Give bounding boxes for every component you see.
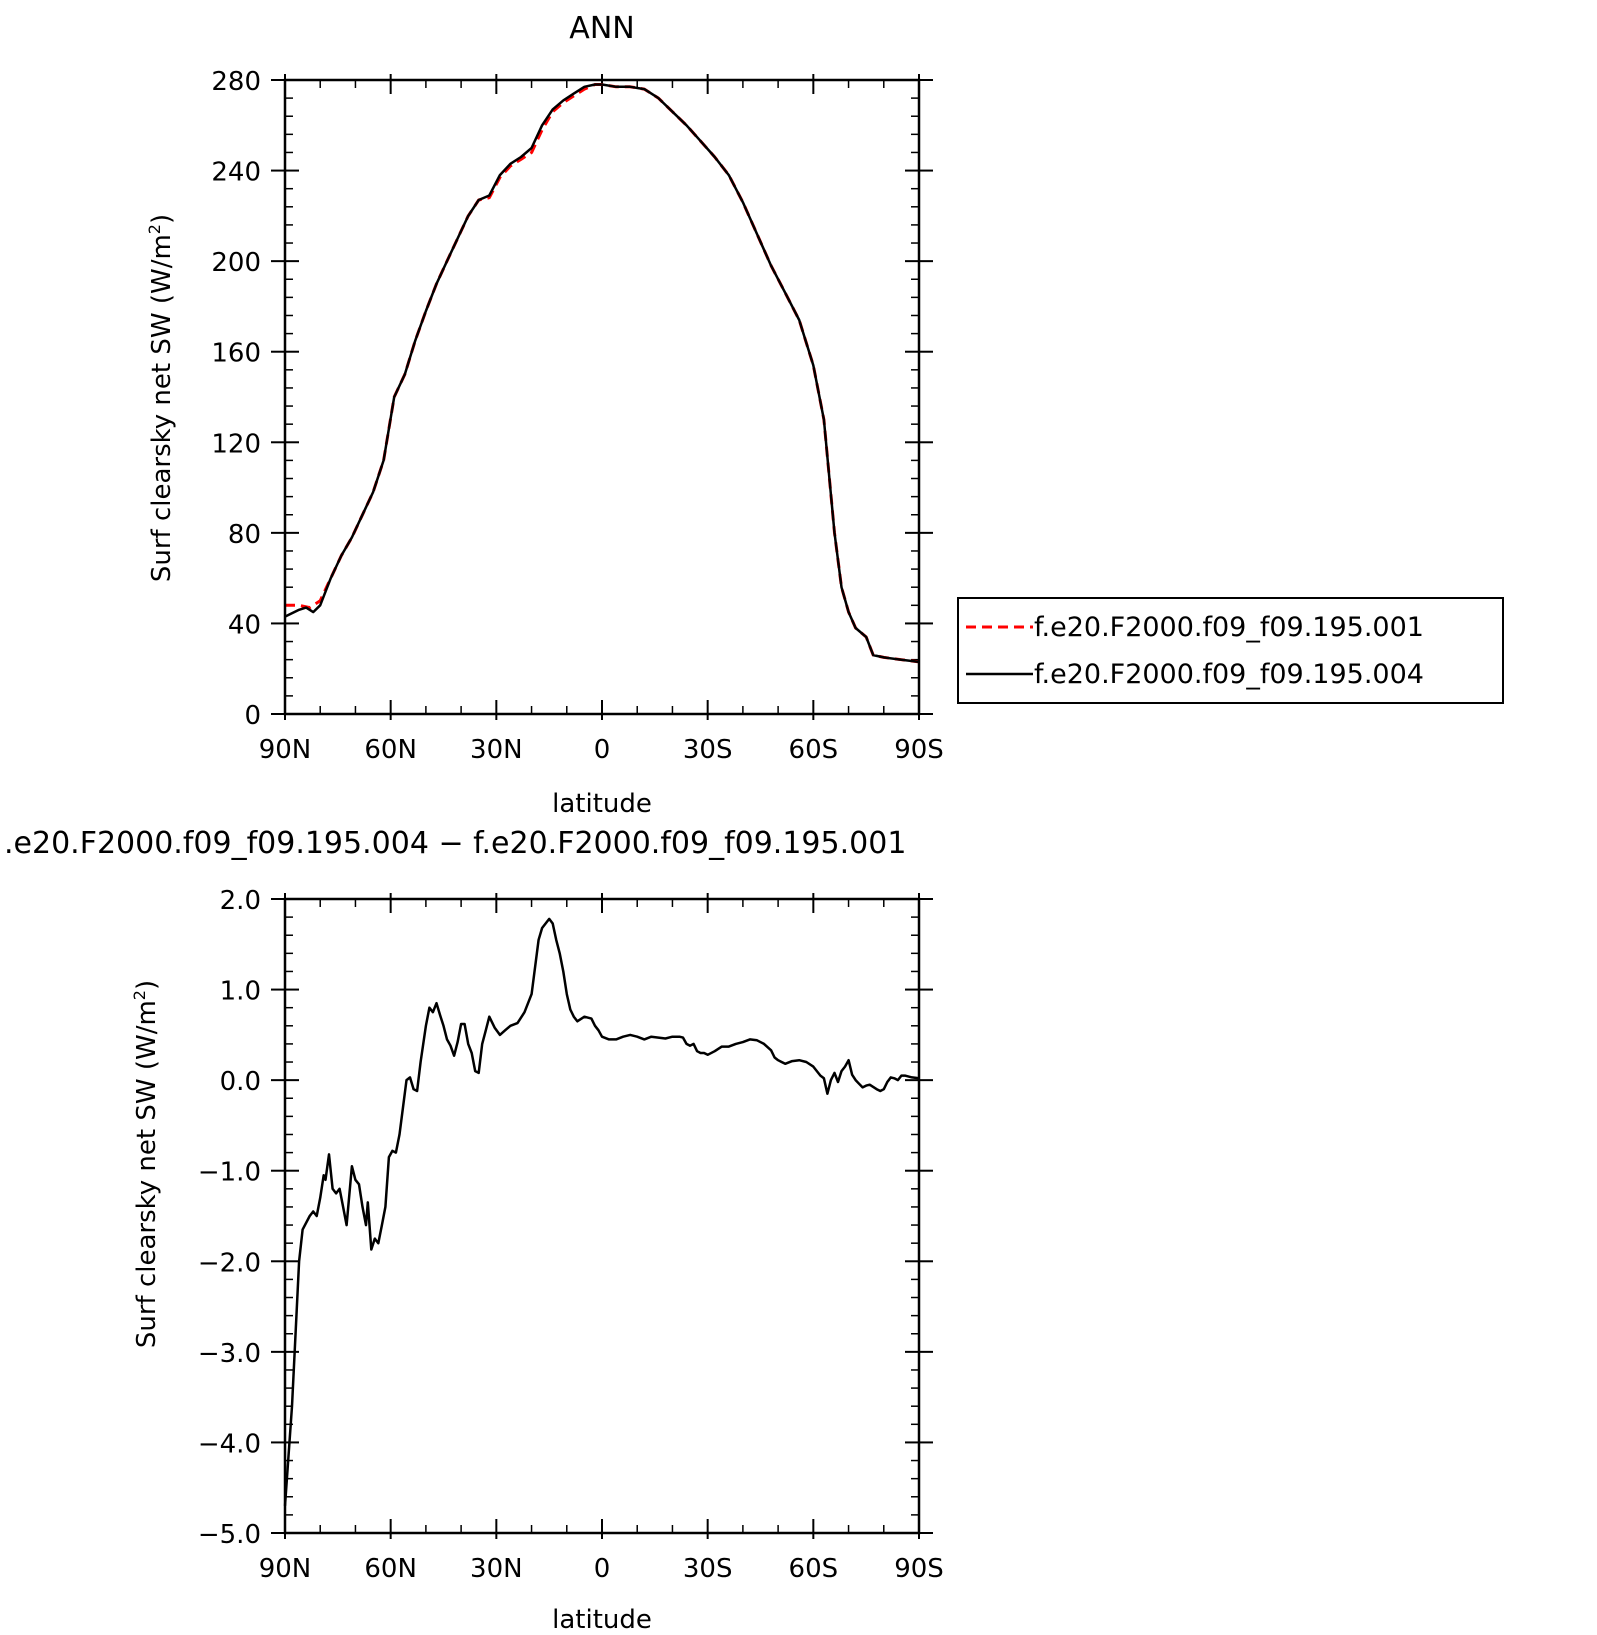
top-xtick-label: 90S <box>894 735 944 765</box>
top-ytick-label: 40 <box>228 610 261 640</box>
bottom-ytick-label: −2.0 <box>198 1248 261 1278</box>
top-xtick-label: 90N <box>259 735 312 765</box>
top-xtick-label: 60S <box>789 735 839 765</box>
top-xtick-label: 30N <box>470 735 523 765</box>
top-chart-xlabel: latitude <box>552 789 652 819</box>
bottom-xtick-label: 30S <box>683 1554 733 1584</box>
bottom-chart-ylabel: Surf clearsky net SW (W/m2) <box>130 980 162 1348</box>
bottom-series-line-0 <box>283 917 920 1506</box>
legend: f.e20.F2000.f09_f09.195.001 f.e20.F2000.… <box>957 597 1504 704</box>
legend-label-004: f.e20.F2000.f09_f09.195.004 <box>1034 659 1424 690</box>
top-ytick-label: 200 <box>211 248 261 278</box>
top-chart-title: ANN <box>569 11 634 46</box>
bottom-chart-title: .e20.F2000.f09_f09.195.004 − f.e20.F2000… <box>4 826 906 861</box>
bottom-xtick-label: 90S <box>894 1554 944 1584</box>
top-xtick-label: 30S <box>683 735 733 765</box>
bottom-ytick-label: −1.0 <box>198 1158 261 1188</box>
top-chart-series <box>284 83 920 664</box>
top-ytick-label: 280 <box>211 67 261 97</box>
bottom-xtick-label: 30N <box>470 1554 523 1584</box>
bottom-chart-xlabel: latitude <box>552 1605 652 1635</box>
top-chart-ylabel: Surf clearsky net SW (W/m2) <box>145 214 177 582</box>
bottom-ytick-label: 0.0 <box>220 1067 261 1097</box>
bottom-chart: .e20.F2000.f09_f09.195.004 − f.e20.F2000… <box>4 826 944 1635</box>
top-chart-frame <box>283 78 921 716</box>
bottom-chart-series <box>283 917 920 1506</box>
top-xtick-label: 60N <box>364 735 417 765</box>
top-series-line-1 <box>284 83 920 664</box>
bottom-ytick-label: 2.0 <box>220 886 261 916</box>
top-ytick-label: 80 <box>228 520 261 550</box>
top-ytick-label: 0 <box>244 701 261 731</box>
legend-box <box>957 597 1504 704</box>
bottom-ytick-label: −4.0 <box>198 1429 261 1459</box>
bottom-ytick-label: −5.0 <box>198 1520 261 1550</box>
top-ytick-label: 120 <box>211 429 261 459</box>
top-xtick-label: 0 <box>594 735 611 765</box>
top-chart: ANN Surf clearsky net SW (W/m2) latitude… <box>145 11 944 819</box>
bottom-xtick-label: 60N <box>364 1554 417 1584</box>
bottom-ytick-label: −3.0 <box>198 1339 261 1369</box>
top-chart-ticks: 90N 60N 30N 0 30S 60S 90S 0 40 80 120 160 200 240 280 <box>211 67 943 765</box>
bottom-xtick-label: 0 <box>594 1554 611 1584</box>
top-ytick-label: 240 <box>211 158 261 188</box>
bottom-xtick-label: 60S <box>789 1554 839 1584</box>
bottom-ytick-label: 1.0 <box>220 977 261 1007</box>
top-series-line-0 <box>285 83 920 664</box>
bottom-xtick-label: 90N <box>259 1554 312 1584</box>
legend-label-001: f.e20.F2000.f09_f09.195.001 <box>1034 612 1424 643</box>
top-ytick-label: 160 <box>211 339 261 369</box>
bottom-chart-ticks: 90N 60N 30N 0 30S 60S 90S −5.0 −4.0 −3.0 −2.0 −1.0 0… <box>198 886 944 1584</box>
bottom-chart-frame <box>283 897 921 1535</box>
